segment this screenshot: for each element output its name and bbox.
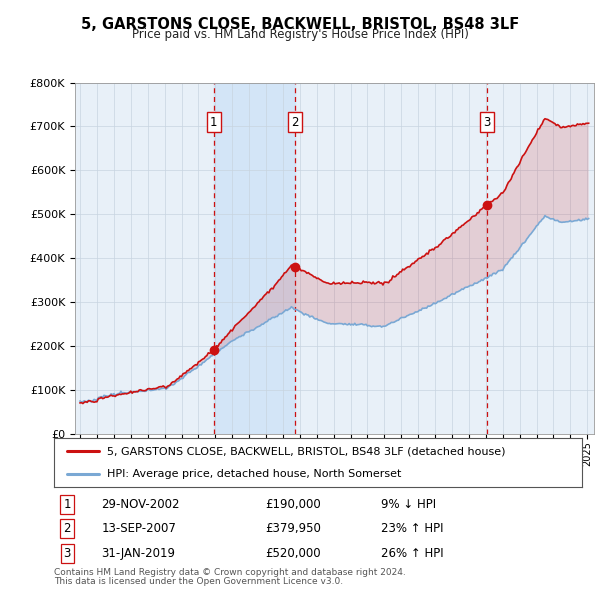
Text: 3: 3 bbox=[64, 546, 71, 560]
Text: Price paid vs. HM Land Registry's House Price Index (HPI): Price paid vs. HM Land Registry's House … bbox=[131, 28, 469, 41]
Text: £520,000: £520,000 bbox=[265, 546, 321, 560]
Text: 26% ↑ HPI: 26% ↑ HPI bbox=[382, 546, 444, 560]
Text: 5, GARSTONS CLOSE, BACKWELL, BRISTOL, BS48 3LF: 5, GARSTONS CLOSE, BACKWELL, BRISTOL, BS… bbox=[81, 17, 519, 31]
Text: 2: 2 bbox=[291, 116, 299, 129]
Text: 3: 3 bbox=[484, 116, 491, 129]
Text: 13-SEP-2007: 13-SEP-2007 bbox=[101, 522, 176, 535]
Text: 5, GARSTONS CLOSE, BACKWELL, BRISTOL, BS48 3LF (detached house): 5, GARSTONS CLOSE, BACKWELL, BRISTOL, BS… bbox=[107, 447, 505, 457]
Text: 2: 2 bbox=[64, 522, 71, 535]
Text: £190,000: £190,000 bbox=[265, 498, 321, 511]
Text: 1: 1 bbox=[210, 116, 218, 129]
Text: 31-JAN-2019: 31-JAN-2019 bbox=[101, 546, 176, 560]
Text: 9% ↓ HPI: 9% ↓ HPI bbox=[382, 498, 436, 511]
Text: 29-NOV-2002: 29-NOV-2002 bbox=[101, 498, 180, 511]
Text: This data is licensed under the Open Government Licence v3.0.: This data is licensed under the Open Gov… bbox=[54, 577, 343, 586]
Text: £379,950: £379,950 bbox=[265, 522, 321, 535]
Text: HPI: Average price, detached house, North Somerset: HPI: Average price, detached house, Nort… bbox=[107, 468, 401, 478]
Text: Contains HM Land Registry data © Crown copyright and database right 2024.: Contains HM Land Registry data © Crown c… bbox=[54, 568, 406, 576]
Bar bbox=[214, 83, 295, 434]
Text: 1: 1 bbox=[64, 498, 71, 511]
Text: 23% ↑ HPI: 23% ↑ HPI bbox=[382, 522, 444, 535]
